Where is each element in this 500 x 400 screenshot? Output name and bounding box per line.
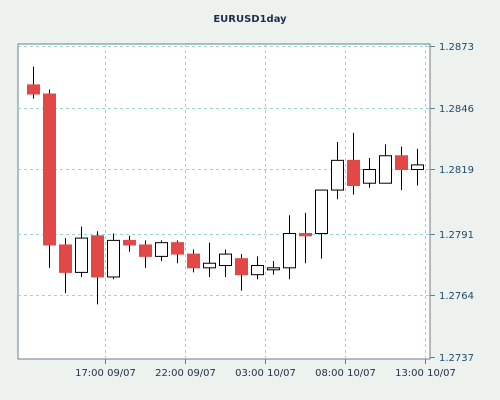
y-tick-label: 1.2819 [439,165,474,176]
candle [123,235,136,252]
candle [235,254,248,291]
y-tick-label: 1.2764 [439,291,474,302]
candle-body [267,267,280,271]
candle [363,158,376,188]
candle [59,238,72,293]
candle-body [219,253,232,267]
candle [299,212,312,264]
candle [379,144,392,184]
candle-body [363,168,376,184]
candle-body [27,84,40,95]
y-tick-label: 1.2873 [439,42,474,53]
candle-body [75,237,88,273]
candle-body [347,159,360,186]
candle [411,148,424,186]
candle [107,233,120,280]
candle [315,189,328,259]
y-tick-label: 1.2846 [439,104,474,115]
candle-body [155,242,168,257]
x-tick-label: 17:00 09/07 [75,368,136,379]
candle-body [203,262,216,269]
candle [91,231,104,305]
candle [43,89,56,268]
candle-body [187,253,200,269]
x-tick-label: 22:00 09/07 [155,368,216,379]
candle [331,142,344,200]
candle-body [315,189,328,235]
candle-body [251,265,264,276]
y-tick-label: 1.2791 [439,230,474,241]
axes: 1.2737 1.2764 1.2791 1.2819 1.2846 1.2873 17:0… [75,42,474,379]
candle [283,215,296,280]
candle [155,240,168,261]
candle-body [139,244,152,257]
candle-body [395,155,408,170]
candle [395,146,408,191]
candle [267,260,280,275]
candle-body [379,155,392,184]
candle [27,66,40,99]
candle-body [59,244,72,273]
candle-body [91,235,104,278]
candle-body [411,164,424,170]
chart-title: EURUSD1day [213,14,287,25]
candle [219,249,232,277]
candle [187,249,200,273]
x-tick-label: 08:00 10/07 [315,368,376,379]
candle-body [299,233,312,237]
x-tick-label: 03:00 10/07 [235,368,296,379]
candle-body [123,239,136,246]
y-tick-label: 1.2737 [439,353,474,364]
plot-area [17,43,431,360]
candle-body [331,159,344,191]
candle-body [171,242,184,255]
candles [27,66,424,305]
grid [18,44,430,359]
candle [347,132,360,195]
candle-body [283,233,296,269]
candle [75,226,88,277]
x-tick-label: 13:00 10/07 [395,368,456,379]
candle [203,242,216,277]
candle [251,256,264,280]
candle-body [107,239,120,278]
candle [139,240,152,268]
candle-body [235,258,248,276]
candle-body [43,93,56,246]
candle [171,240,184,264]
